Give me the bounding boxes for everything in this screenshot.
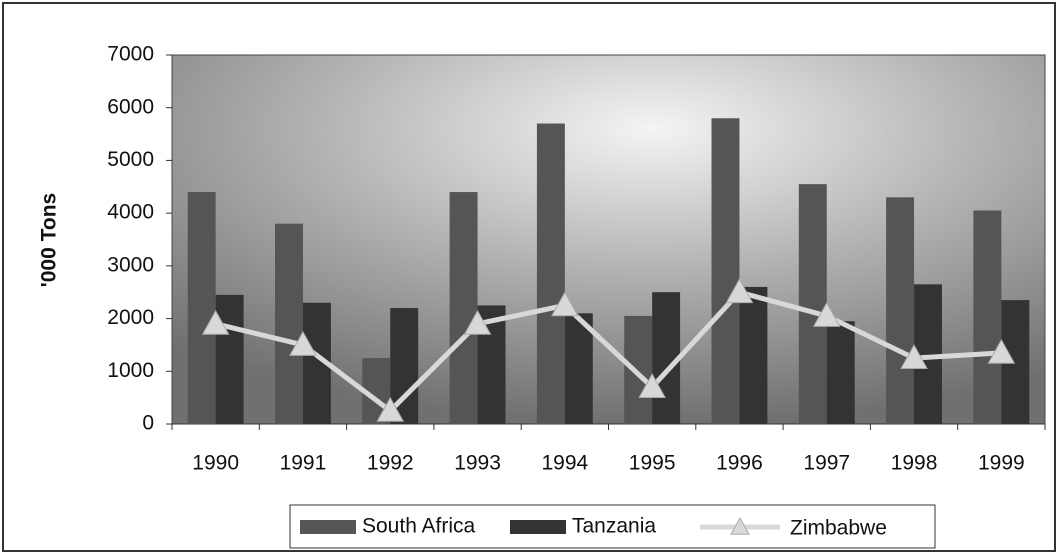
x-tick-label: 1999 (978, 452, 1025, 475)
bar (275, 223, 303, 424)
marker (638, 373, 666, 398)
x-tick-label: 1996 (716, 452, 763, 475)
bar (826, 321, 855, 424)
legend-swatch (510, 520, 566, 534)
x-tick-label: 1990 (192, 452, 239, 475)
marker (812, 301, 841, 327)
x-tick-label: 1998 (891, 452, 938, 475)
marker (987, 338, 1016, 364)
y-tick-label: 5000 (107, 148, 154, 171)
bar (564, 313, 593, 424)
marker (289, 330, 317, 356)
y-tick-label: 2000 (107, 306, 154, 329)
marker (551, 291, 579, 317)
bar (739, 286, 768, 424)
x-tick-label: 1997 (803, 452, 850, 475)
marker (725, 278, 754, 304)
legend-label: Tanzania (572, 515, 656, 538)
bar (536, 123, 565, 425)
legend-label: South Africa (362, 515, 476, 538)
bar (886, 197, 915, 424)
bar (973, 210, 1002, 424)
legend-swatch (300, 520, 356, 534)
marker (201, 309, 230, 335)
bar (798, 184, 827, 424)
bar (215, 294, 244, 424)
marker (376, 396, 405, 422)
bar (187, 192, 216, 424)
legend-marker (730, 516, 750, 535)
bar (624, 315, 653, 424)
x-tick-label: 1993 (454, 452, 501, 475)
y-axis-label: '000 Tons (38, 193, 61, 287)
y-tick-label: 1000 (107, 359, 154, 382)
marker (463, 309, 492, 335)
y-tick-label: 6000 (107, 95, 154, 118)
y-tick-label: 4000 (107, 201, 154, 224)
marker (900, 344, 928, 370)
legend-label: Zimbabwe (790, 517, 887, 540)
bar (449, 192, 478, 424)
x-tick-label: 1992 (367, 452, 414, 475)
x-tick-label: 1995 (629, 452, 676, 475)
x-tick-label: 1994 (541, 452, 588, 475)
legend-box (289, 504, 936, 549)
line (215, 289, 1002, 415)
bar (711, 118, 740, 424)
x-tick-label: 1991 (280, 452, 327, 475)
y-tick-label: 3000 (107, 253, 154, 276)
y-tick-label: 0 (142, 412, 154, 435)
y-tick-label: 7000 (107, 43, 154, 66)
